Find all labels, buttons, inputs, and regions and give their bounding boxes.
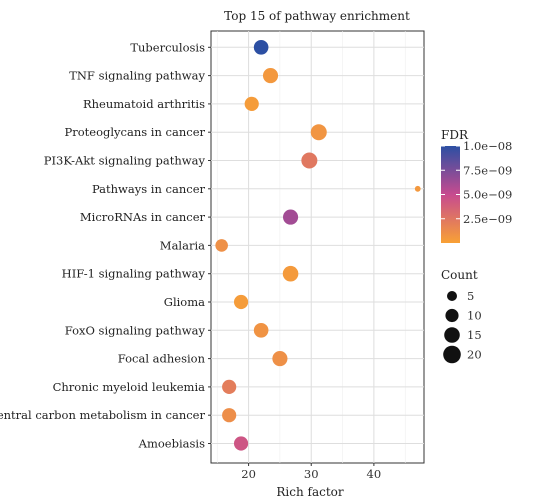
x-tick-label: 20	[241, 467, 256, 481]
y-tick-label: Central carbon metabolism in cancer	[0, 408, 205, 422]
count-legend-label: 20	[467, 348, 482, 362]
data-point	[282, 265, 299, 282]
y-tick-label: Pathways in cancer	[92, 182, 206, 196]
y-tick-label: MicroRNAs in cancer	[80, 210, 206, 224]
count-legend-label: 10	[467, 309, 482, 323]
data-points	[215, 39, 421, 451]
y-tick-label: Chronic myeloid leukemia	[53, 380, 206, 394]
grid-lines	[211, 31, 424, 463]
y-tick-label: Tuberculosis	[130, 40, 205, 54]
count-legend-dot	[444, 327, 460, 343]
data-point	[262, 68, 279, 84]
y-tick-label: HIF-1 signaling pathway	[62, 267, 206, 281]
count-legend-dot	[445, 308, 459, 323]
y-axis-labels: Tuberculosis TNF signaling pathway Rheumat…	[0, 40, 211, 451]
fdr-legend: FDR 1.0e−08 7.5e−09 5.0e−09 2.5e−09	[441, 128, 512, 243]
y-tick-label: Rheumatoid arthritis	[83, 97, 205, 111]
fdr-tick-label: 7.5e−09	[463, 163, 512, 177]
fdr-tick-label: 5.0e−09	[463, 188, 512, 202]
data-point	[272, 351, 288, 367]
y-tick-label: Malaria	[160, 238, 205, 252]
y-tick-label: PI3K-Akt signaling pathway	[44, 154, 206, 168]
count-legend-dot	[446, 290, 458, 302]
data-point	[414, 185, 421, 192]
y-tick-label: Amoebiasis	[138, 437, 205, 451]
count-legend-label: 15	[467, 328, 482, 342]
y-tick-label: Proteoglycans in cancer	[65, 125, 206, 139]
fdr-colorbar	[441, 146, 460, 243]
data-point	[222, 408, 237, 423]
x-tick-label: 40	[367, 467, 382, 481]
y-tick-label: TNF signaling pathway	[69, 69, 205, 83]
y-tick-label: Glioma	[164, 295, 205, 309]
data-point	[233, 436, 249, 451]
data-point	[310, 124, 327, 141]
x-tick-label: 30	[304, 467, 319, 481]
x-axis: 20 30 40	[241, 463, 381, 481]
count-legend-title: Count	[441, 268, 478, 282]
data-point	[233, 294, 249, 310]
data-point	[283, 209, 299, 225]
count-legend: Count 5 10 15 20	[441, 268, 482, 364]
data-point	[301, 152, 318, 169]
y-tick-label: FoxO signaling pathway	[65, 323, 206, 337]
fdr-tick-label: 1.0e−08	[463, 139, 512, 153]
fdr-tick-label: 2.5e−09	[463, 212, 512, 226]
data-point	[253, 322, 269, 338]
x-axis-title: Rich factor	[276, 485, 344, 499]
data-point	[222, 379, 237, 394]
plot-panel	[210, 30, 425, 464]
data-point	[253, 39, 269, 55]
count-legend-label: 5	[467, 289, 474, 303]
data-point	[215, 239, 228, 252]
data-point	[244, 96, 259, 111]
y-tick-label: Focal adhesion	[118, 352, 206, 366]
chart-title: Top 15 of pathway enrichment	[224, 9, 410, 23]
fdr-legend-title: FDR	[441, 128, 469, 142]
count-legend-dot	[443, 345, 461, 364]
